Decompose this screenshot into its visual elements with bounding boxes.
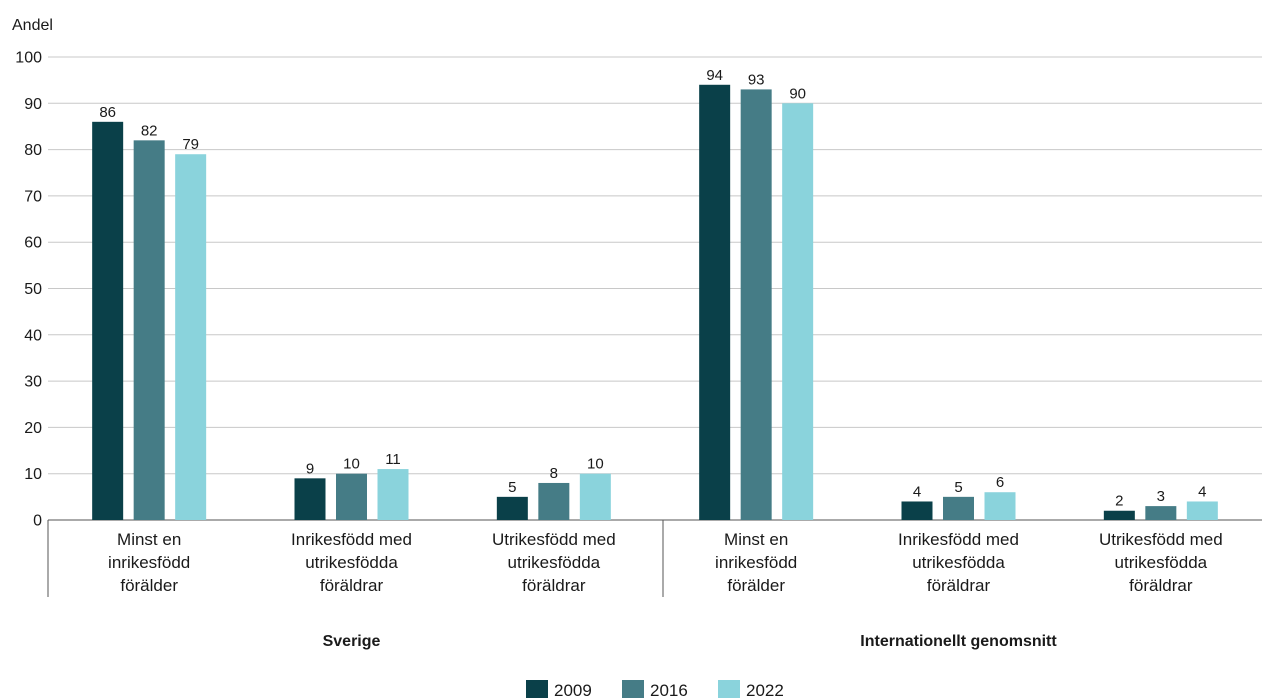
bar-2009 (294, 478, 326, 520)
data-label: 90 (789, 85, 806, 102)
group-label: Internationellt genomsnitt (860, 633, 1057, 650)
data-label: 93 (748, 71, 765, 88)
data-label: 11 (385, 451, 401, 468)
y-tick-label: 10 (24, 466, 42, 483)
bar-2022 (782, 103, 814, 521)
bar-2016 (943, 496, 974, 520)
data-label: 10 (587, 456, 604, 473)
bar-2022 (579, 473, 611, 520)
legend-label: 2016 (650, 681, 688, 698)
data-label: 82 (141, 122, 158, 139)
bar-2016 (133, 140, 165, 520)
category-label: Inrikesfödd med utrikesfödda föräldrar (898, 530, 1019, 595)
legend-swatch (718, 680, 740, 698)
bar-2009 (901, 501, 933, 520)
y-tick-label: 100 (15, 50, 42, 67)
legend-swatch (526, 680, 548, 698)
y-axis-title: Andel (12, 17, 53, 34)
bar-2022 (377, 469, 409, 520)
data-label: 5 (508, 479, 516, 496)
legend-label: 2022 (746, 681, 784, 698)
data-label: 79 (182, 136, 199, 153)
y-tick-label: 30 (24, 374, 42, 391)
data-label: 86 (99, 104, 116, 121)
category-label: Minst en inrikesfödd förälder (108, 530, 190, 595)
y-tick-label: 40 (24, 327, 42, 344)
y-tick-label: 60 (24, 235, 42, 252)
category-label: Inrikesfödd med utrikesfödda föräldrar (291, 530, 412, 595)
legend-label: 2009 (554, 681, 592, 698)
data-label: 5 (954, 479, 962, 496)
category-label: Utrikesfödd med utrikesfödda föräldrar (1099, 530, 1223, 595)
y-tick-label: 0 (33, 513, 42, 530)
data-label: 6 (996, 474, 1004, 491)
data-label: 2 (1115, 493, 1123, 510)
legend-swatch (622, 680, 644, 698)
data-label: 4 (1198, 483, 1206, 500)
y-tick-label: 50 (24, 281, 42, 298)
y-tick-label: 80 (24, 142, 42, 159)
category-label: Utrikesfödd med utrikesfödda föräldrar (492, 530, 616, 595)
data-label: 94 (706, 67, 723, 84)
y-tick-label: 70 (24, 188, 42, 205)
bar-2016 (740, 89, 772, 520)
bar-2016 (1145, 506, 1177, 520)
bar-2022 (984, 492, 1016, 520)
data-label: 10 (343, 456, 360, 473)
y-tick-label: 90 (24, 96, 42, 113)
data-label: 9 (306, 460, 314, 477)
data-label: 4 (913, 483, 921, 500)
bar-2009 (1103, 510, 1135, 520)
data-label: 8 (550, 465, 558, 482)
group-label: Sverige (323, 633, 381, 650)
bar-2009 (699, 84, 731, 520)
data-label: 3 (1157, 488, 1165, 505)
bar-2022 (1186, 501, 1218, 520)
bar-2016 (538, 482, 570, 520)
bar-2009 (92, 121, 124, 520)
bar-2016 (336, 473, 367, 520)
category-label: Minst en inrikesfödd förälder (715, 530, 797, 595)
bar-2022 (175, 154, 207, 521)
bar-2009 (496, 496, 528, 520)
y-tick-label: 20 (24, 420, 42, 437)
